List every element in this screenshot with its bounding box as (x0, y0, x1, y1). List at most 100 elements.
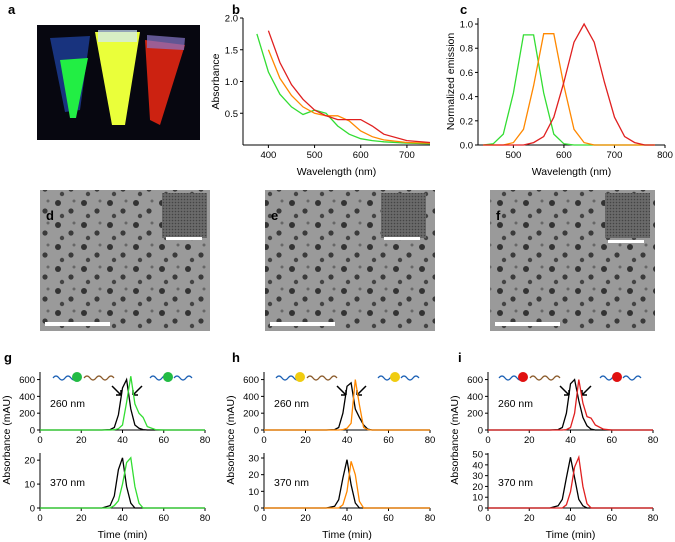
y-tick-label: 1.0 (460, 20, 473, 31)
x-tick-label: 700 (607, 150, 623, 161)
series-line (483, 33, 655, 146)
y-tick-label: 600 (467, 375, 483, 386)
y-tick-label: 0 (478, 426, 483, 437)
panel-label: c (460, 2, 467, 17)
series-line (264, 379, 430, 431)
annotation: 370 nm (50, 477, 85, 489)
y-tick-label: 20 (472, 482, 483, 493)
x-tick-label: 600 (556, 150, 572, 161)
annotation: 370 nm (498, 477, 533, 489)
x-tick-label: 60 (606, 513, 617, 524)
y-tick-label: 400 (19, 392, 35, 403)
y-axis-label: Absorbance (mAU) (449, 395, 461, 484)
panel-label: d (46, 208, 54, 223)
x-tick-label: 700 (399, 150, 415, 161)
x-tick-label: 20 (524, 513, 535, 524)
x-tick-label: 0 (37, 513, 42, 524)
x-tick-label: 0 (261, 513, 266, 524)
x-tick-label: 800 (657, 150, 673, 161)
x-tick-label: 60 (158, 513, 169, 524)
x-tick-label: 400 (260, 150, 276, 161)
x-tick-label: 0 (485, 435, 490, 446)
x-tick-label: 0 (261, 435, 266, 446)
x-tick-label: 80 (648, 513, 659, 524)
y-axis-label: Absorbance (mAU) (225, 395, 237, 484)
y-tick-label: 30 (248, 454, 259, 465)
x-tick-label: 40 (342, 435, 353, 446)
y-tick-label: 200 (19, 409, 35, 420)
x-tick-label: 60 (606, 435, 617, 446)
y-tick-label: 10 (248, 487, 259, 498)
panel-label: i (458, 350, 462, 365)
tem-images (40, 190, 655, 331)
y-tick-label: 0.5 (225, 109, 238, 120)
x-tick-label: 0 (485, 513, 490, 524)
panel-label: g (4, 350, 12, 365)
x-tick-label: 60 (158, 435, 169, 446)
x-axis-label: Time (min) (322, 529, 372, 541)
x-tick-label: 20 (76, 435, 87, 446)
series-line (267, 49, 431, 144)
series-line (40, 456, 205, 509)
y-tick-label: 200 (243, 409, 259, 420)
y-tick-label: 600 (19, 375, 35, 386)
series-line (488, 379, 653, 431)
y-tick-label: 0 (254, 504, 259, 515)
annotation: 260 nm (50, 398, 85, 410)
panel-label: e (271, 208, 278, 223)
annotation: 260 nm (274, 398, 309, 410)
y-tick-label: 0.8 (460, 44, 473, 55)
x-tick-label: 20 (524, 435, 535, 446)
y-tick-label: 200 (467, 409, 483, 420)
y-tick-label: 400 (467, 392, 483, 403)
y-tick-label: 40 (472, 460, 483, 471)
y-tick-label: 30 (472, 471, 483, 482)
x-tick-label: 60 (383, 435, 394, 446)
y-tick-label: 1.5 (225, 45, 238, 56)
x-tick-label: 40 (117, 513, 128, 524)
x-tick-label: 20 (76, 513, 87, 524)
panel-label: f (496, 208, 501, 223)
panel-label: h (232, 350, 240, 365)
panel-label: a (8, 2, 16, 17)
y-tick-label: 0 (30, 426, 35, 437)
series-line (483, 22, 655, 146)
x-axis-label: Time (min) (98, 529, 148, 541)
x-axis-label: Wavelength (nm) (297, 166, 377, 178)
y-tick-label: 0.2 (460, 116, 473, 127)
y-tick-label: 0.6 (460, 68, 473, 79)
x-tick-label: 0 (37, 435, 42, 446)
x-tick-label: 40 (342, 513, 353, 524)
x-tick-label: 20 (300, 513, 311, 524)
y-axis-label: Absorbance (mAU) (1, 395, 13, 484)
series-line (256, 33, 431, 145)
x-axis-label: Time (min) (546, 529, 596, 541)
y-axis-label: Normalized emission (445, 33, 457, 131)
series-line (264, 461, 430, 509)
x-tick-label: 500 (307, 150, 323, 161)
y-tick-label: 10 (24, 480, 35, 491)
x-tick-label: 40 (565, 435, 576, 446)
annotation: 260 nm (498, 398, 533, 410)
x-tick-label: 20 (300, 435, 311, 446)
series-line (483, 34, 655, 146)
schematics (52, 372, 642, 396)
y-tick-label: 20 (24, 456, 35, 467)
x-tick-label: 40 (565, 513, 576, 524)
y-tick-label: 20 (248, 470, 259, 481)
series-line (488, 378, 653, 431)
x-axis-label: Wavelength (nm) (532, 166, 612, 178)
x-tick-label: 40 (117, 435, 128, 446)
y-tick-label: 600 (243, 375, 259, 386)
y-tick-label: 0.0 (460, 141, 473, 152)
y-tick-label: 10 (472, 493, 483, 504)
x-tick-label: 80 (648, 435, 659, 446)
y-tick-label: 1.0 (225, 77, 238, 88)
x-tick-label: 80 (425, 435, 436, 446)
x-tick-label: 600 (353, 150, 369, 161)
series-line (40, 377, 205, 431)
y-tick-label: 0.4 (460, 92, 473, 103)
y-tick-label: 0 (478, 504, 483, 515)
x-tick-label: 500 (505, 150, 521, 161)
